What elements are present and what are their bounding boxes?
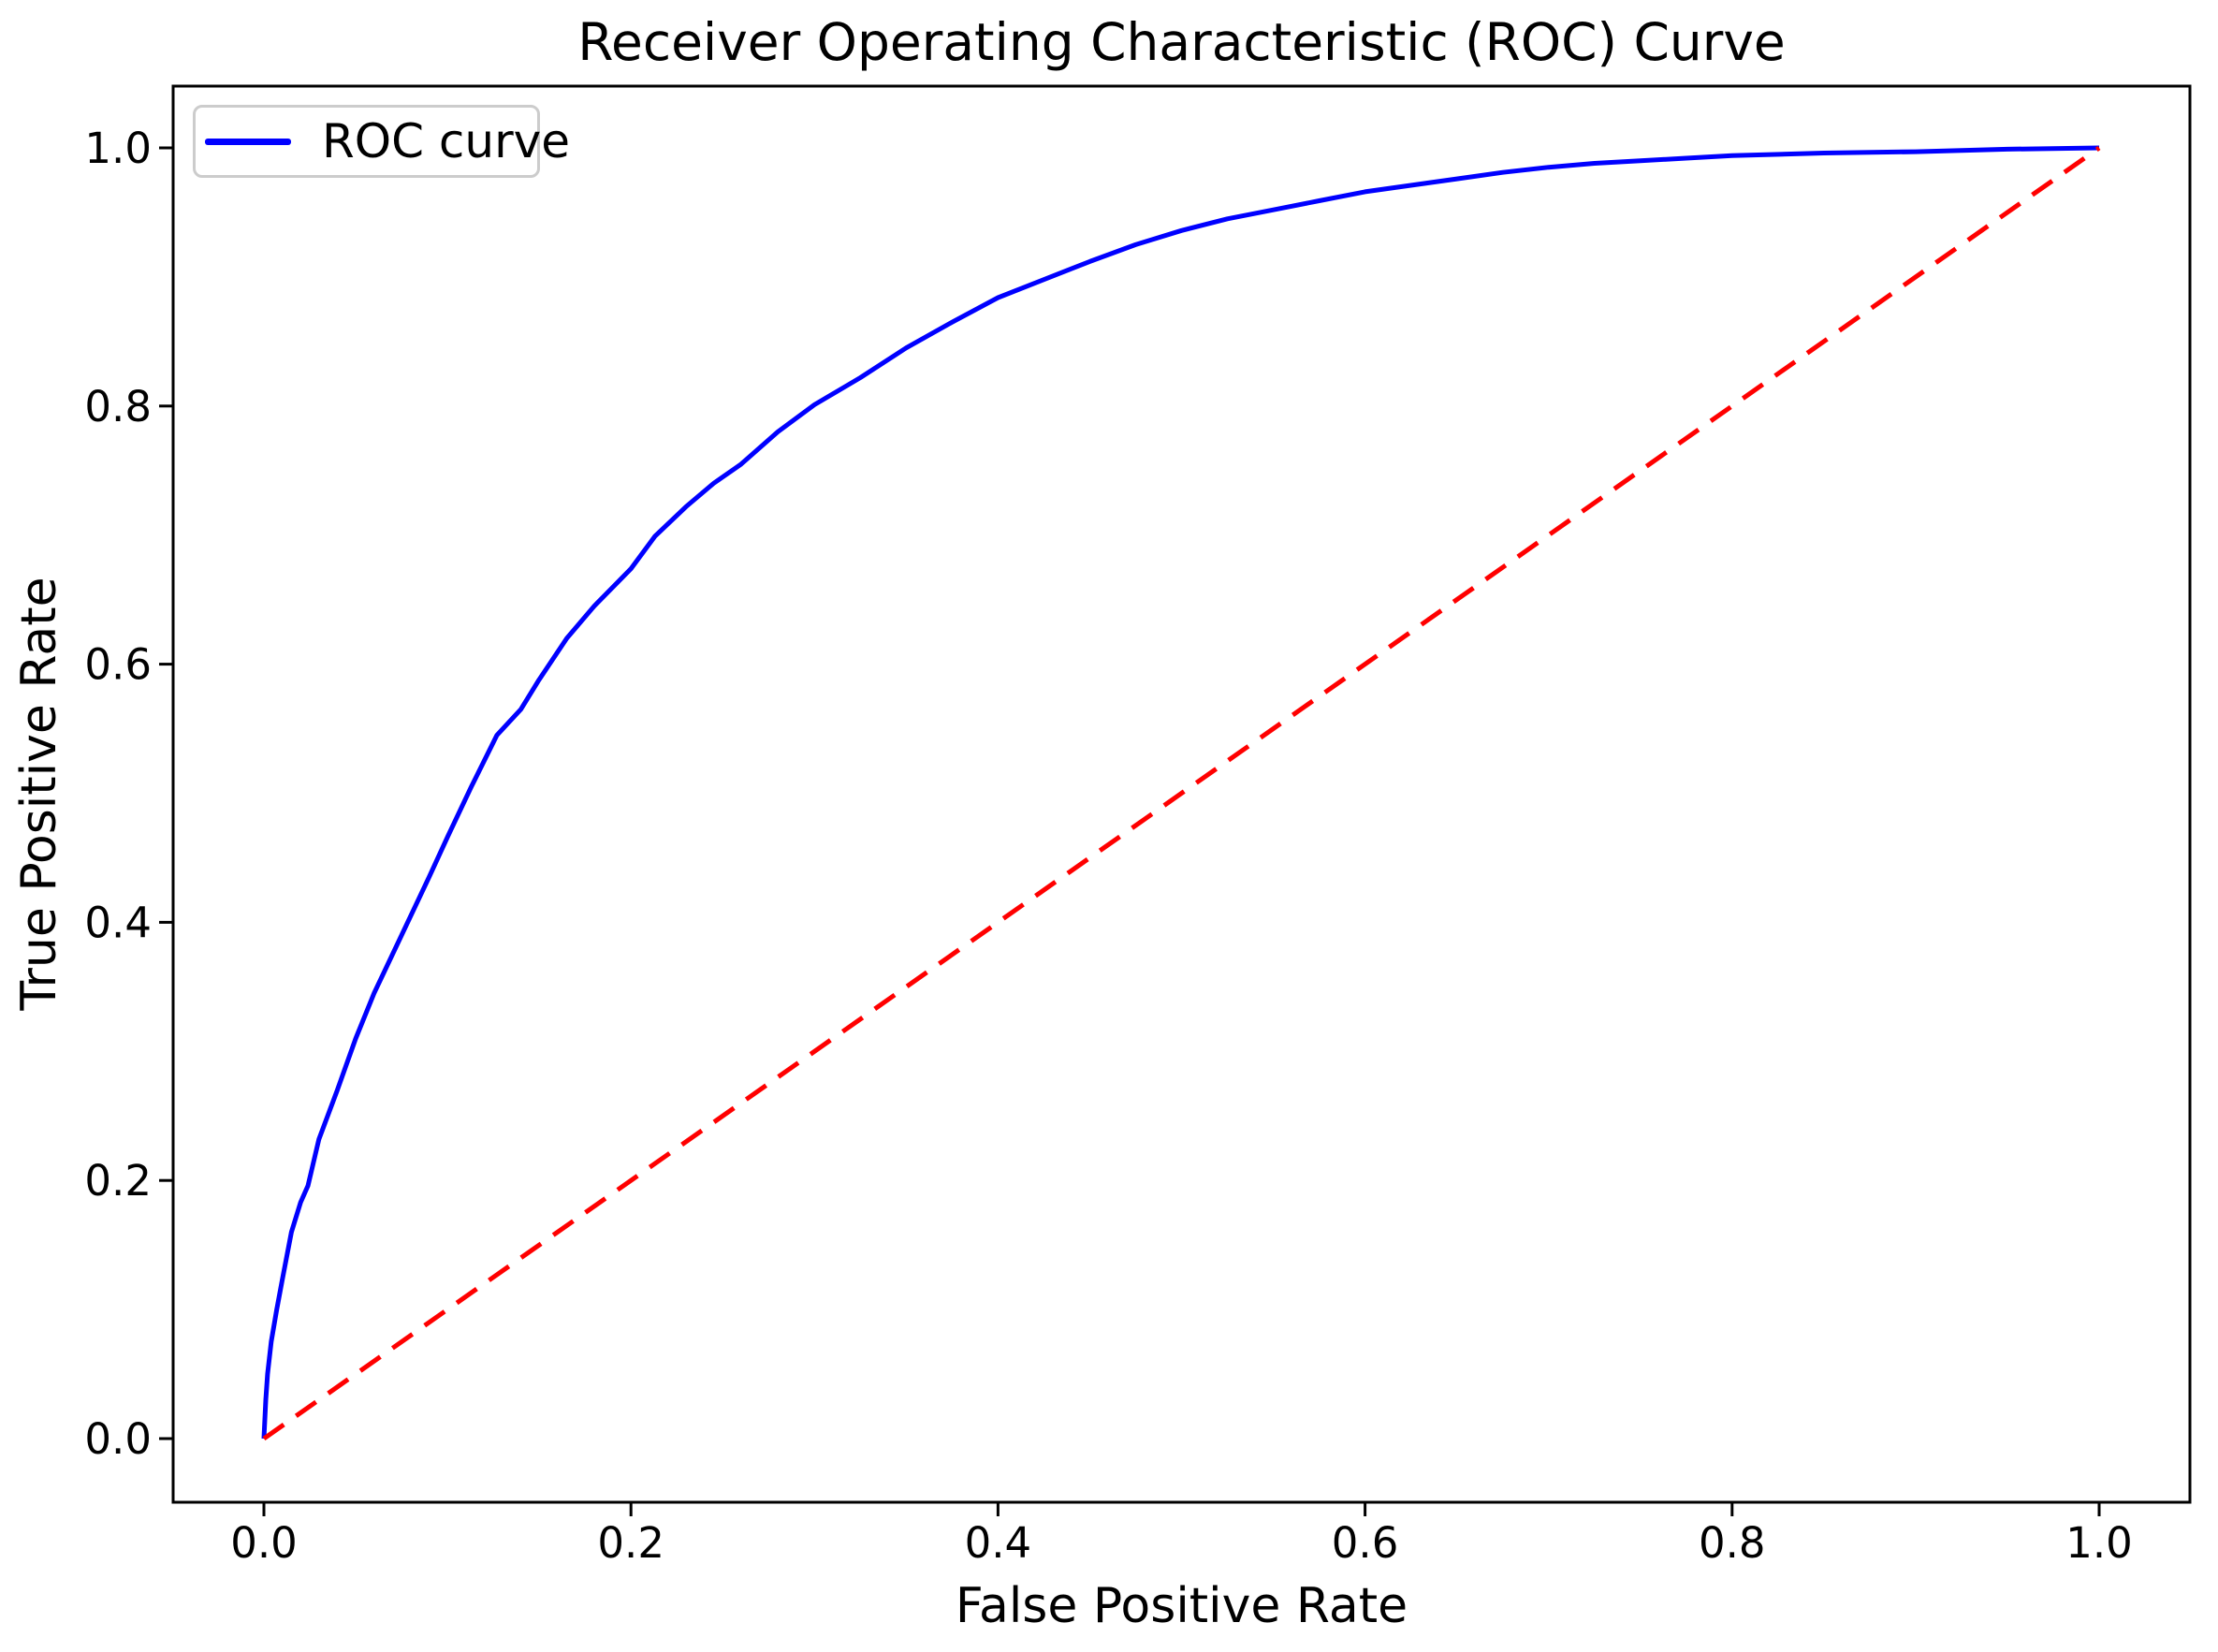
- x-tick-label: 1.0: [2065, 1518, 2133, 1568]
- x-axis-label: False Positive Rate: [955, 1578, 1408, 1634]
- y-tick-label: 0.2: [84, 1156, 152, 1206]
- y-tick-label: 0.6: [84, 640, 152, 690]
- y-tick-label: 0.0: [84, 1414, 152, 1464]
- x-tick-label: 0.0: [230, 1518, 298, 1568]
- x-tick-label: 0.6: [1332, 1518, 1399, 1568]
- x-tick-label: 0.8: [1699, 1518, 1766, 1568]
- y-tick-label: 0.8: [84, 382, 152, 431]
- axes-frame: [171, 84, 2192, 1504]
- roc-curve-line: [261, 145, 2100, 1440]
- y-axis-label: True Positive Rate: [11, 577, 67, 1011]
- roc-curve-legend-label: ROC curve: [322, 114, 570, 168]
- roc-curve-legend-line-icon: [205, 138, 291, 145]
- x-tick-label: 0.2: [597, 1518, 664, 1568]
- y-tick-label: 1.0: [84, 124, 152, 173]
- legend: ROC curve: [193, 105, 570, 178]
- diagonal-reference-line: [262, 145, 2101, 1441]
- x-tick-label: 0.4: [965, 1518, 1032, 1568]
- y-tick-label: 0.4: [84, 898, 152, 947]
- chart-title: Receiver Operating Characteristic (ROC) …: [577, 12, 1786, 72]
